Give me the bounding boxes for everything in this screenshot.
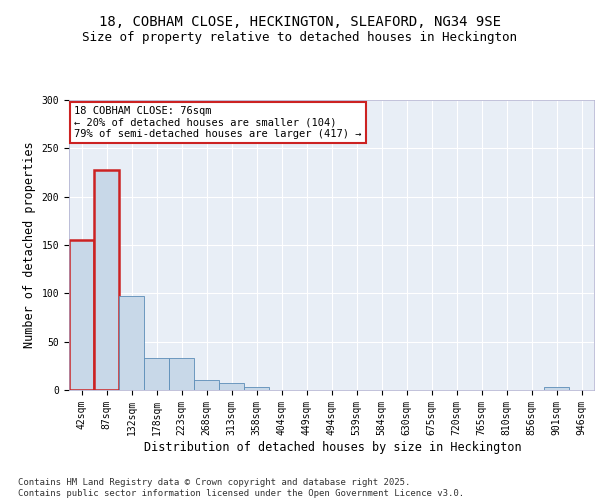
- Text: Contains HM Land Registry data © Crown copyright and database right 2025.
Contai: Contains HM Land Registry data © Crown c…: [18, 478, 464, 498]
- Bar: [144, 358, 169, 390]
- Bar: [544, 387, 569, 390]
- Text: Size of property relative to detached houses in Heckington: Size of property relative to detached ho…: [83, 31, 517, 44]
- Text: Distribution of detached houses by size in Heckington: Distribution of detached houses by size …: [144, 441, 522, 454]
- Bar: [169, 358, 194, 390]
- Bar: [69, 240, 94, 390]
- Bar: [219, 383, 244, 390]
- Bar: [119, 296, 144, 390]
- Bar: [194, 380, 219, 390]
- Y-axis label: Number of detached properties: Number of detached properties: [23, 142, 36, 348]
- Text: 18, COBHAM CLOSE, HECKINGTON, SLEAFORD, NG34 9SE: 18, COBHAM CLOSE, HECKINGTON, SLEAFORD, …: [99, 16, 501, 30]
- Text: 18 COBHAM CLOSE: 76sqm
← 20% of detached houses are smaller (104)
79% of semi-de: 18 COBHAM CLOSE: 76sqm ← 20% of detached…: [74, 106, 362, 139]
- Bar: [94, 170, 119, 390]
- Bar: [244, 387, 269, 390]
